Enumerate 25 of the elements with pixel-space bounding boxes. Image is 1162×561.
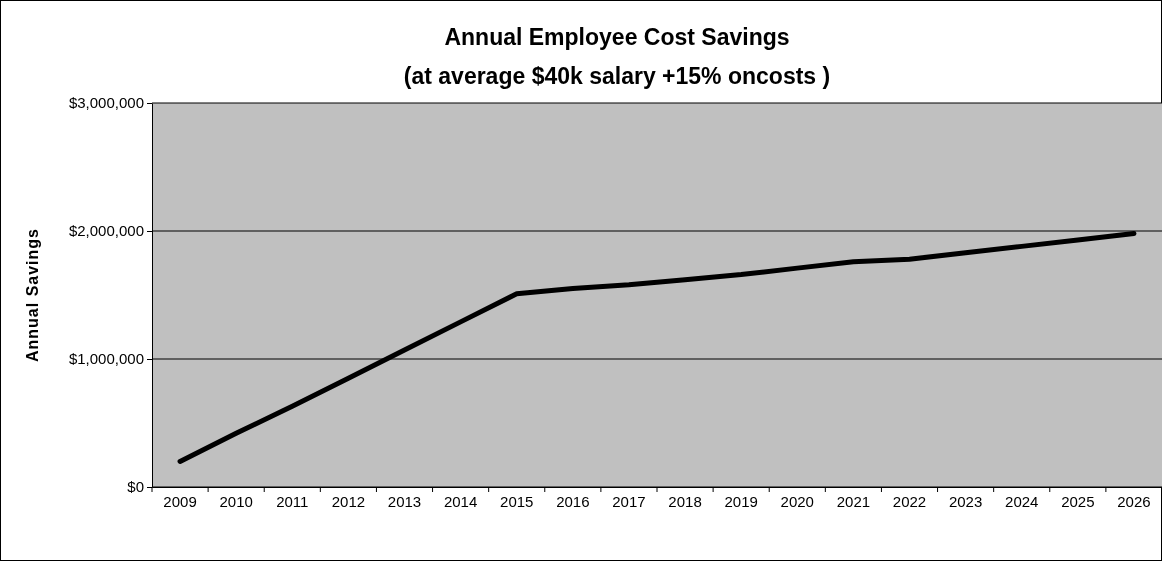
x-tick-label: 2018 bbox=[668, 492, 702, 510]
chart-title: Annual Employee Cost Savings bbox=[444, 24, 790, 50]
x-tick-label: 2017 bbox=[612, 492, 646, 510]
x-tick-label: 2020 bbox=[780, 492, 814, 510]
y-tick-label: $0 bbox=[127, 478, 144, 496]
y-tick-label: $2,000,000 bbox=[68, 222, 144, 240]
y-axis-title: Annual Savings bbox=[24, 227, 41, 363]
x-tick-label: 2019 bbox=[724, 492, 758, 510]
x-tick-label: 2021 bbox=[836, 492, 871, 510]
y-tick-label: $3,000,000 bbox=[68, 94, 144, 112]
x-tick-label: 2010 bbox=[219, 492, 253, 510]
x-tick-label: 2026 bbox=[1117, 492, 1151, 510]
x-tick-label: 2009 bbox=[163, 492, 197, 510]
x-tick-label: 2023 bbox=[948, 492, 983, 510]
y-tick-label: $1,000,000 bbox=[68, 350, 144, 368]
x-tick-label: 2011 bbox=[276, 492, 309, 510]
x-tick-label: 2022 bbox=[892, 492, 927, 510]
x-tick-label: 2013 bbox=[387, 492, 422, 510]
chart-subtitle: (at average $40k salary +15% oncosts ) bbox=[403, 63, 831, 89]
x-tick-label: 2014 bbox=[443, 492, 478, 510]
x-tick-label: 2016 bbox=[556, 492, 590, 510]
x-tick-label: 2015 bbox=[500, 492, 534, 510]
x-tick-label: 2024 bbox=[1005, 492, 1039, 510]
x-tick-label: 2012 bbox=[331, 492, 366, 510]
x-tick-label: 2025 bbox=[1061, 492, 1095, 510]
